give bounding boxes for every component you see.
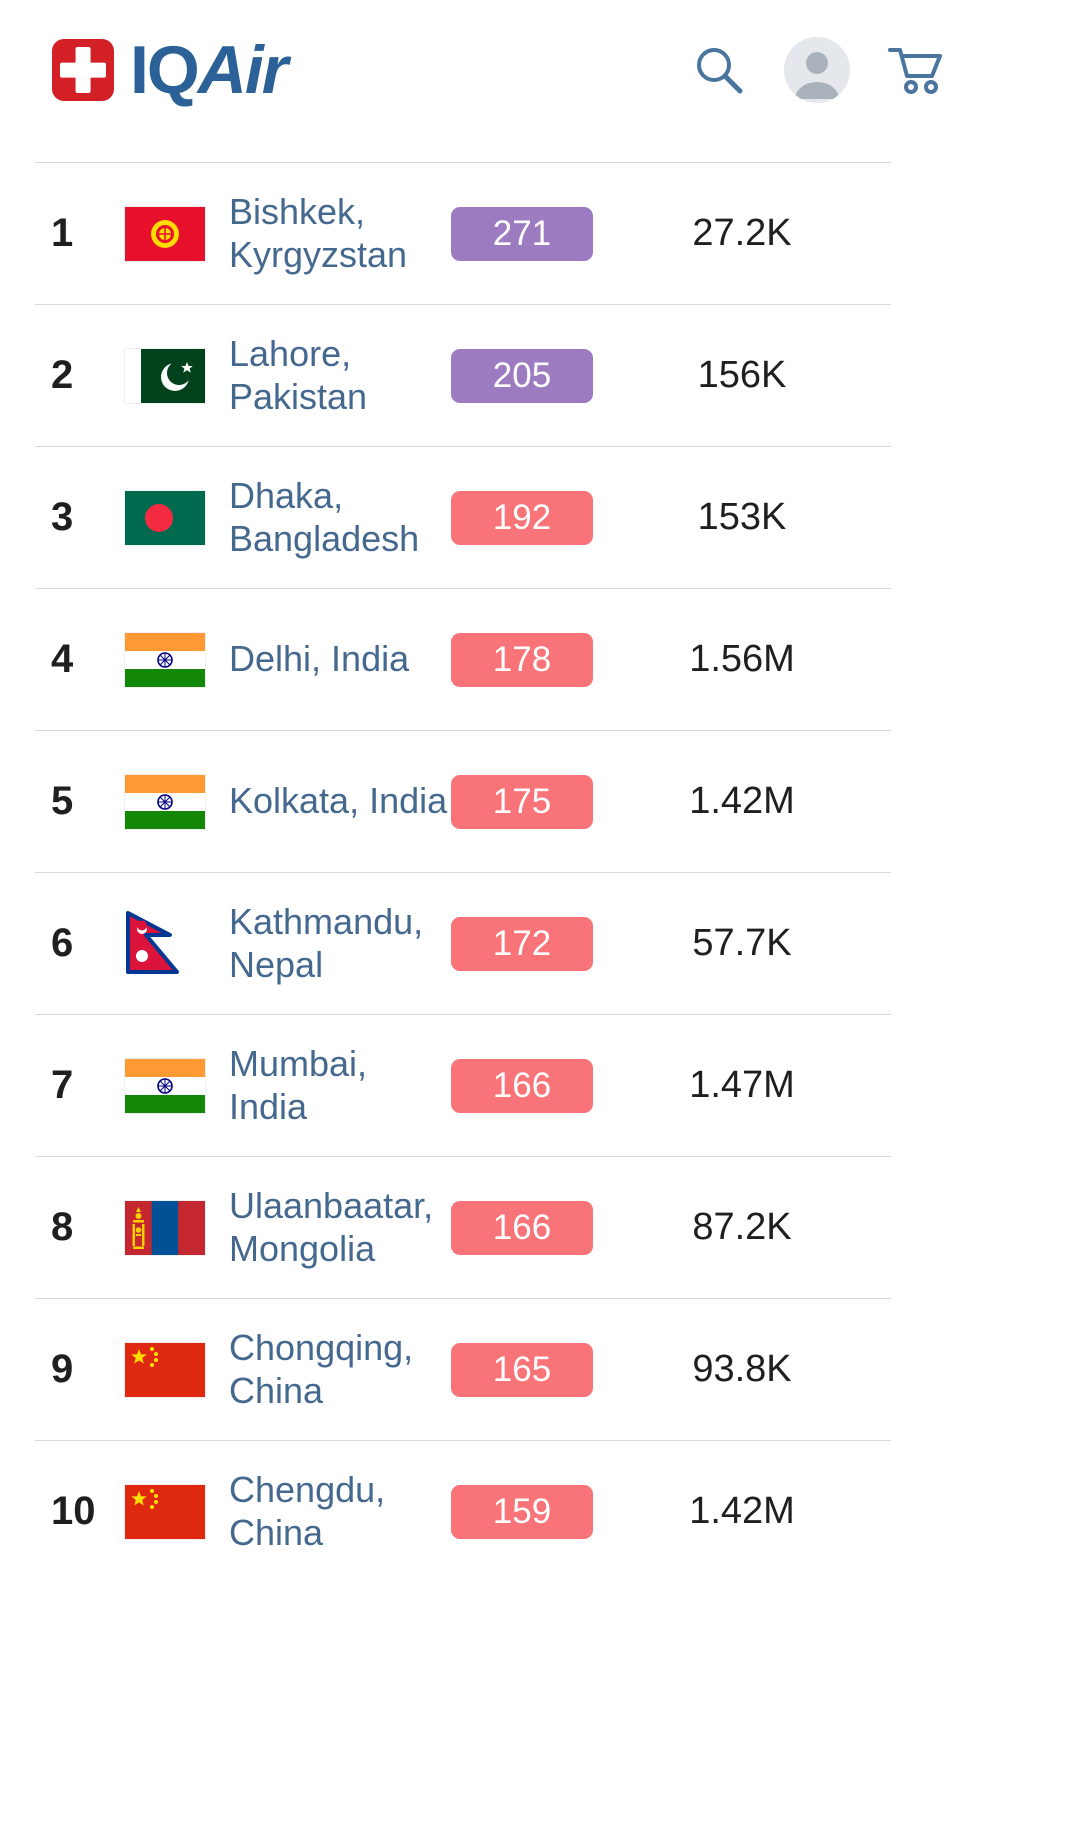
aqi-badge: 172 — [451, 916, 593, 971]
rank-number: 5 — [51, 779, 74, 823]
pakistan-flag — [125, 341, 205, 411]
city-name: Bishkek, Kyrgyzstan — [229, 191, 408, 275]
china-flag — [125, 1477, 205, 1547]
city-name: Mumbai, India — [229, 1043, 368, 1127]
iqair-logo[interactable]: IQAir — [52, 31, 288, 109]
nepal-flag — [125, 909, 205, 979]
followers-count: 156K — [697, 354, 787, 396]
rank-number: 2 — [51, 353, 74, 397]
followers-count: 1.56M — [689, 638, 795, 680]
kyrgyzstan-flag — [125, 199, 205, 269]
rank-number: 10 — [51, 1489, 96, 1533]
followers-count: 93.8K — [692, 1348, 792, 1390]
account-icon[interactable] — [784, 37, 850, 103]
india-flag — [125, 625, 205, 695]
aqi-badge: 178 — [451, 632, 593, 687]
india-flag — [125, 767, 205, 837]
city-name: Dhaka, Bangladesh — [229, 475, 420, 559]
city-row[interactable]: 8 Ulaanbaatar, Mongolia 166 87. — [35, 1156, 891, 1298]
rank-number: 9 — [51, 1347, 74, 1391]
followers-count: 153K — [697, 496, 787, 538]
search-icon[interactable] — [690, 41, 748, 99]
city-name: Chengdu, China — [229, 1469, 386, 1553]
city-name: Chongqing, China — [229, 1327, 414, 1411]
city-name: Kolkata, India — [229, 780, 448, 822]
city-row[interactable]: 4 Delhi, India 178 1.56M — [35, 588, 891, 730]
rank-number: 6 — [51, 921, 74, 965]
china-flag — [125, 1335, 205, 1405]
aqi-badge: 192 — [451, 490, 593, 545]
swiss-cross-icon — [52, 39, 114, 101]
rank-number: 4 — [51, 637, 74, 681]
bangladesh-flag — [125, 483, 205, 553]
city-row[interactable]: 6 Kathmandu, Nepal 172 57.7K — [35, 872, 891, 1014]
city-row[interactable]: 2 Lahore, Pakistan 205 156K — [35, 304, 891, 446]
header-actions — [690, 37, 1044, 103]
aqi-badge: 271 — [451, 206, 593, 261]
city-row[interactable]: 1 Bishkek, Kyrgyzstan 271 27.2K — [35, 162, 891, 304]
city-row[interactable]: 7 Mumbai, India 166 1.47M — [35, 1014, 891, 1156]
city-name: Delhi, India — [229, 638, 410, 680]
city-row[interactable]: 10 Chengdu, China 159 1.42M — [35, 1440, 891, 1582]
cart-icon[interactable] — [886, 42, 948, 98]
followers-count: 1.42M — [689, 1490, 795, 1532]
followers-count: 27.2K — [692, 212, 792, 254]
aqi-badge: 166 — [451, 1058, 593, 1113]
city-name: Lahore, Pakistan — [229, 333, 368, 417]
aqi-badge: 159 — [451, 1484, 593, 1539]
india-flag — [125, 1051, 205, 1121]
rank-number: 7 — [51, 1063, 74, 1107]
aqi-badge: 205 — [451, 348, 593, 403]
city-ranking-list: 1 Bishkek, Kyrgyzstan 271 27.2K 2 — [35, 162, 891, 1582]
rank-number: 3 — [51, 495, 74, 539]
aqi-badge: 166 — [451, 1200, 593, 1255]
city-row[interactable]: 9 Chongqing, China 165 93.8K — [35, 1298, 891, 1440]
city-row[interactable]: 3 Dhaka, Bangladesh 192 153K — [35, 446, 891, 588]
aqi-badge: 175 — [451, 774, 593, 829]
app-header: IQAir — [0, 0, 1080, 118]
menu-icon[interactable] — [984, 48, 1044, 92]
followers-count: 1.47M — [689, 1064, 795, 1106]
mongolia-flag — [125, 1193, 205, 1263]
rank-number: 8 — [51, 1205, 74, 1249]
city-row[interactable]: 5 Kolkata, India 175 1.42M — [35, 730, 891, 872]
followers-count: 57.7K — [692, 922, 792, 964]
rank-number: 1 — [51, 211, 74, 255]
city-name: Ulaanbaatar, Mongolia — [229, 1185, 434, 1269]
followers-count: 87.2K — [692, 1206, 792, 1248]
aqi-badge: 165 — [451, 1342, 593, 1397]
brand-name: IQAir — [130, 32, 288, 108]
followers-count: 1.42M — [689, 780, 795, 822]
city-name: Kathmandu, Nepal — [229, 901, 424, 985]
